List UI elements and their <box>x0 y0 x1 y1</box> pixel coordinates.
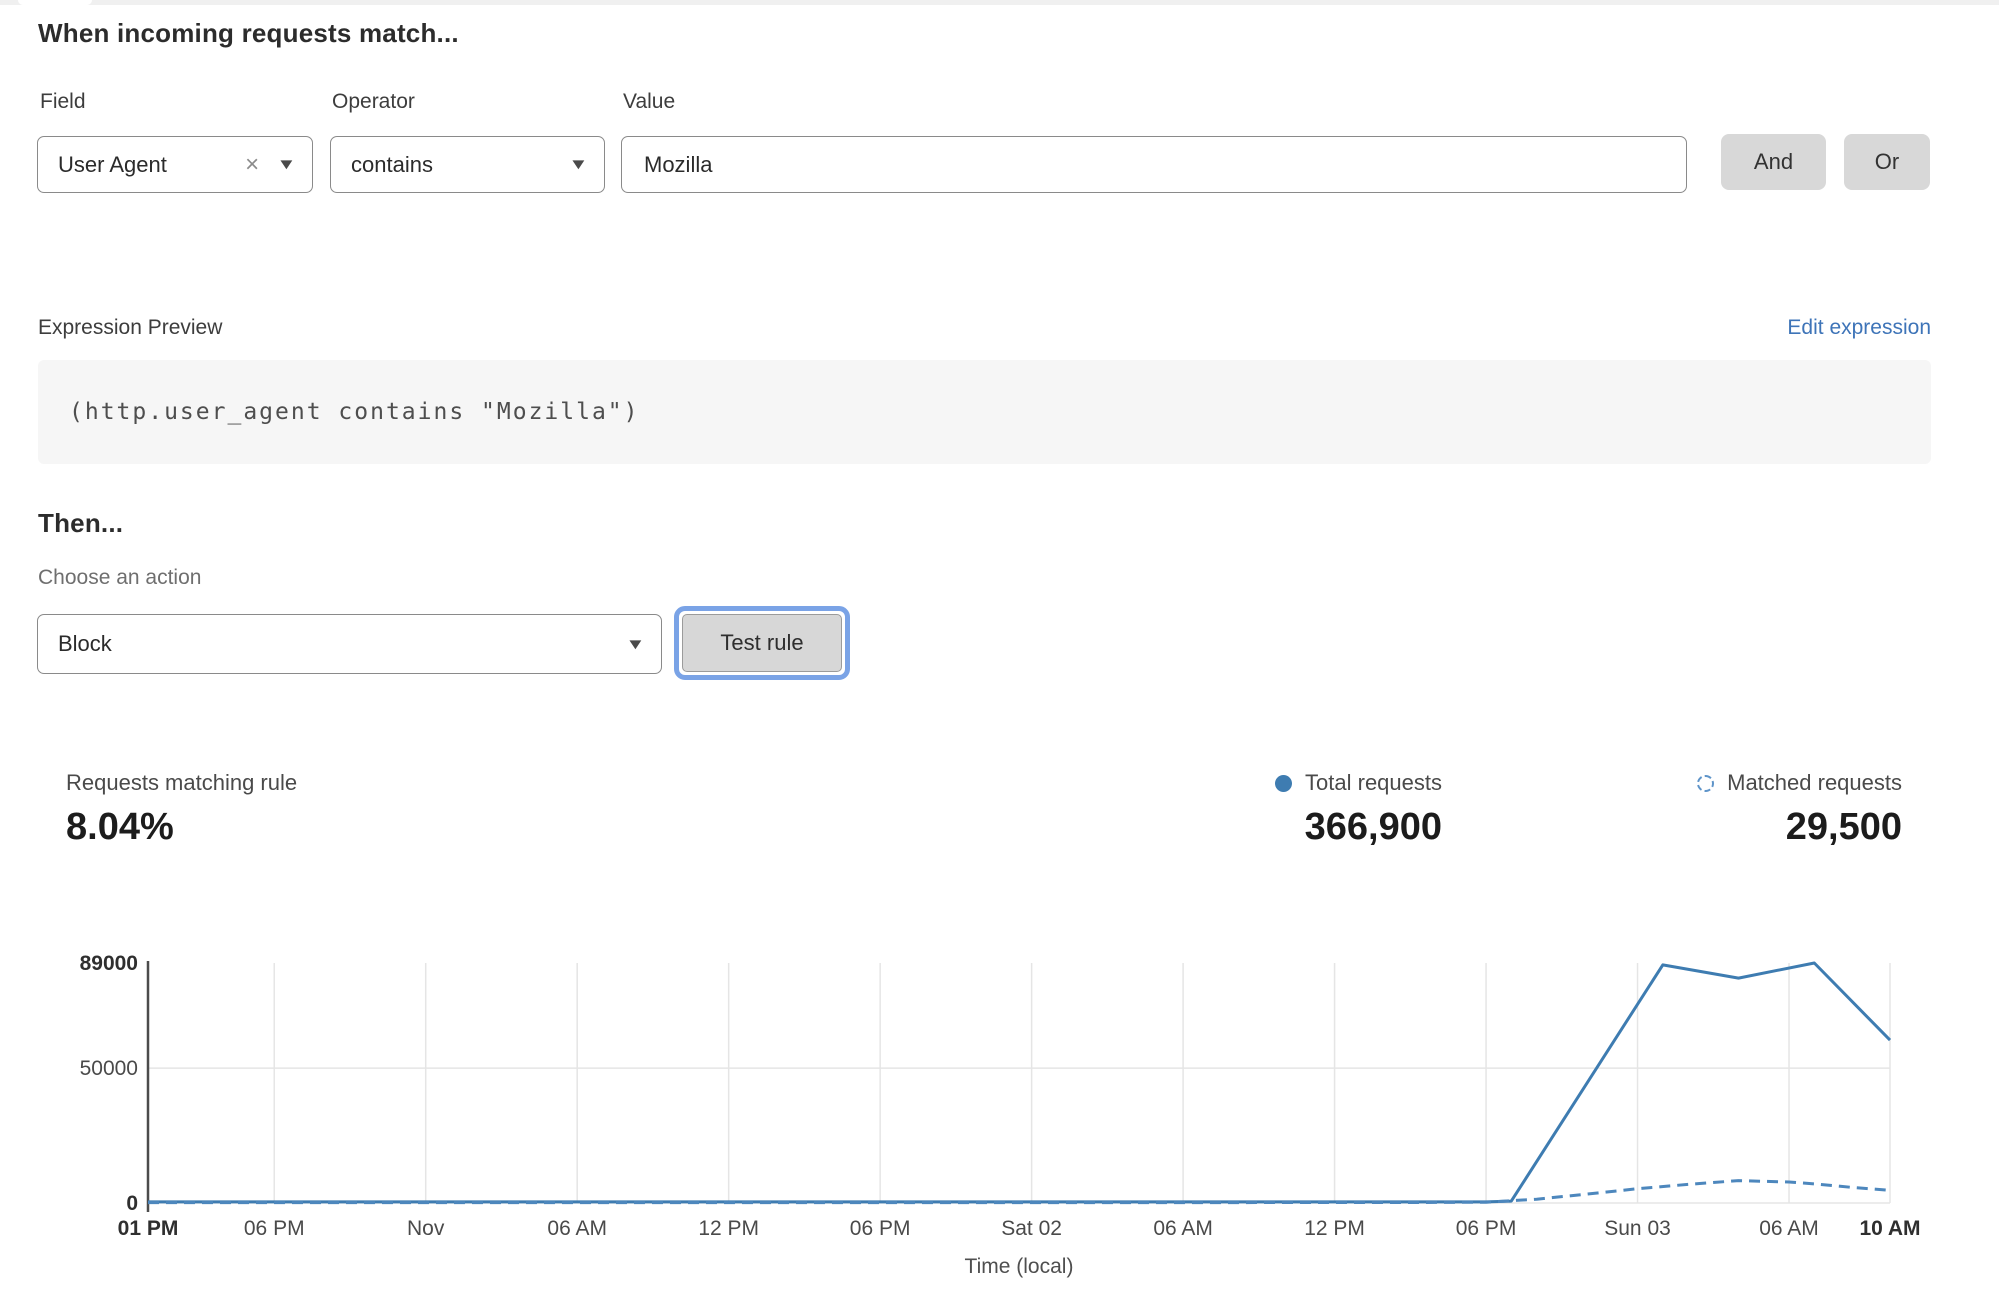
x-axis-title: Time (local) <box>965 1255 1074 1278</box>
top-divider <box>0 0 1999 5</box>
requests-matching-value: 8.04% <box>66 806 174 848</box>
matched-requests-stat: Matched requests 29,500 <box>1697 770 1902 849</box>
field-select[interactable]: User Agent × ▼ <box>37 136 313 193</box>
expression-code-box: (http.user_agent contains "Mozilla") <box>38 360 1931 464</box>
test-rule-button[interactable]: Test rule <box>682 614 842 672</box>
value-input[interactable] <box>621 136 1687 193</box>
operator-select[interactable]: contains ▼ <box>330 136 605 193</box>
action-select-value: Block <box>58 631 112 656</box>
series-total-requests <box>148 961 1892 1204</box>
expression-preview-label: Expression Preview <box>38 316 223 339</box>
x-tick-label: 06 AM <box>1759 1217 1819 1240</box>
x-tick-label: 06 AM <box>547 1217 607 1240</box>
test-rule-focus-ring: Test rule <box>674 606 850 680</box>
requests-timeseries-chart: 0 50000 89000 01 PM 06 PM Nov 06 AM 12 PM 06 PM S… <box>0 930 1999 1295</box>
chevron-down-icon: ▼ <box>625 635 646 653</box>
x-tick-label: Sun 03 <box>1604 1217 1671 1240</box>
chevron-down-icon: ▼ <box>568 156 589 173</box>
field-select-value: User Agent <box>58 151 167 177</box>
x-tick-label: 12 PM <box>698 1217 759 1240</box>
y-tick-label: 50000 <box>80 1057 138 1080</box>
match-heading: When incoming requests match... <box>38 18 459 48</box>
y-tick-label: 0 <box>126 1192 138 1215</box>
matched-requests-label[interactable]: Matched requests <box>1727 770 1902 795</box>
x-tick-label: 01 PM <box>118 1217 179 1240</box>
x-tick-label: 06 PM <box>244 1217 305 1240</box>
requests-matching-label: Requests matching rule <box>66 770 298 795</box>
matched-requests-value: 29,500 <box>1785 806 1902 848</box>
choose-action-label: Choose an action <box>38 566 202 589</box>
x-tick-label: 06 PM <box>850 1217 911 1240</box>
value-label: Value <box>623 90 676 113</box>
x-tick-label: 06 AM <box>1153 1217 1213 1240</box>
x-tick-label: Nov <box>407 1217 445 1240</box>
y-tick-label: 89000 <box>80 952 138 975</box>
matched-requests-dashed-circle-icon <box>1697 774 1715 792</box>
operator-select-value: contains <box>351 151 433 177</box>
total-requests-stat: Total requests 366,900 <box>1275 770 1442 849</box>
top-tab-notch <box>18 0 92 5</box>
total-requests-label[interactable]: Total requests <box>1305 770 1442 795</box>
and-button[interactable]: And <box>1721 134 1826 190</box>
field-label: Field <box>40 90 86 113</box>
expression-code: (http.user_agent contains "Mozilla") <box>69 399 640 425</box>
total-requests-value: 366,900 <box>1304 806 1442 848</box>
x-tick-label: Sat 02 <box>1001 1217 1062 1240</box>
operator-label: Operator <box>332 90 415 113</box>
then-heading: Then... <box>38 508 124 538</box>
action-select[interactable]: Block ▼ <box>37 614 662 674</box>
x-tick-label: 10 AM <box>1859 1217 1920 1240</box>
or-button[interactable]: Or <box>1844 134 1930 190</box>
series-matched-requests <box>148 1179 1891 1205</box>
x-tick-label: 12 PM <box>1304 1217 1365 1240</box>
chevron-down-icon: ▼ <box>276 156 297 173</box>
chart-svg: 0 50000 89000 01 PM 06 PM Nov 06 AM 12 PM 06 PM S… <box>80 952 1921 1278</box>
total-requests-dot-icon <box>1275 774 1293 792</box>
clear-icon[interactable]: × <box>245 150 260 178</box>
requests-matching-stat: Requests matching rule 8.04% <box>66 770 297 849</box>
edit-expression-link[interactable]: Edit expression <box>1787 316 1931 339</box>
x-tick-label: 06 PM <box>1456 1217 1517 1240</box>
